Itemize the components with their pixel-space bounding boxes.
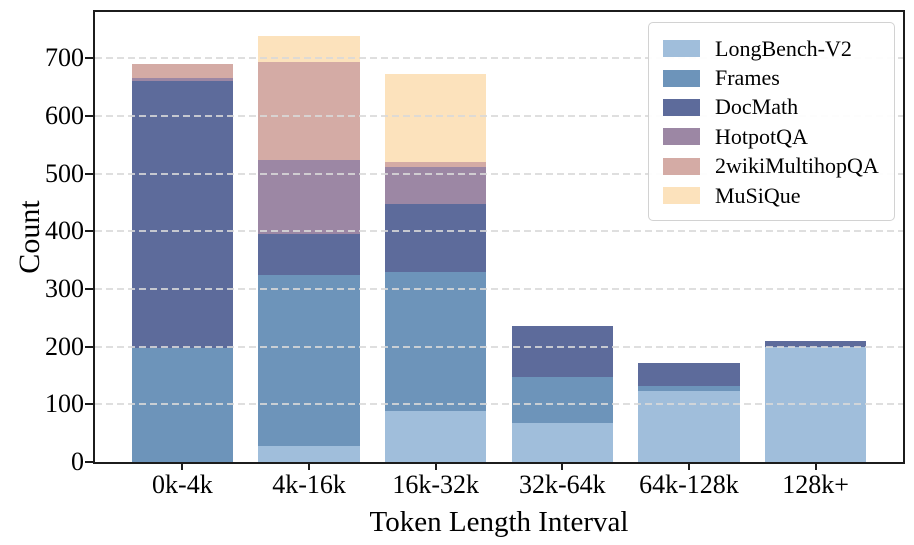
bar-segment-musique-16k-32k: [385, 74, 487, 162]
bar-segment-frames-16k-32k: [385, 271, 487, 412]
legend-label-docmath: DocMath: [715, 94, 799, 120]
x-tick-mark-32k-64k: [561, 462, 564, 470]
y-tick-mark-0: [85, 461, 93, 463]
y-tick-mark-500: [85, 172, 93, 175]
y-tick-mark-400: [85, 230, 93, 233]
x-tick-label-128k+: 128k+: [782, 470, 849, 499]
legend-item-musique: MuSiQue: [663, 181, 886, 210]
x-tick-label-64k-128k: 64k-128k: [639, 470, 739, 499]
x-tick-mark-0k-4k: [181, 462, 184, 470]
x-tick-mark-128k+: [814, 462, 817, 470]
legend-swatch-icon: [663, 128, 700, 146]
y-tick-label-400: 400: [45, 216, 84, 246]
x-tick-label-0k-4k: 0k-4k: [152, 470, 213, 499]
y-tick-mark-200: [85, 345, 93, 348]
bar-segment-2wikimultihopqa-16k-32k: [385, 162, 487, 168]
x-axis-title: Token Length Interval: [369, 506, 629, 538]
x-tick-label-16k-32k: 16k-32k: [392, 470, 479, 499]
bar-segment-frames-32k-64k: [511, 376, 613, 424]
legend-item-frames: Frames: [663, 63, 886, 92]
bar-segment-longbench-v2-16k-32k: [385, 411, 487, 462]
gridline-700: [95, 57, 903, 60]
y-tick-label-100: 100: [45, 389, 84, 419]
grid-layer: [95, 12, 903, 462]
y-tick-mark-600: [85, 114, 93, 117]
bar-segment-docmath-0k-4k: [131, 81, 234, 349]
bar-segment-longbench-v2-64k-128k: [638, 391, 740, 462]
legend-items: LongBench-V2 Frames DocMath HotpotQA 2wikiMu…: [663, 34, 886, 210]
bar-segment-frames-4k-16k: [258, 274, 360, 447]
legend: LongBench-V2 Frames DocMath HotpotQA 2wikiMu…: [648, 22, 895, 221]
y-tick-label-200: 200: [45, 331, 84, 361]
gridline-600: [95, 114, 903, 117]
legend-item-hotpotqa: HotpotQA: [663, 122, 886, 151]
bar-segment-docmath-64k-128k: [638, 362, 740, 386]
gridline-100: [95, 403, 903, 406]
legend-swatch-icon: [663, 98, 700, 116]
y-tick-label-0: 0: [71, 447, 84, 476]
y-tick-label-600: 600: [45, 100, 84, 130]
bar-segment-hotpotqa-4k-16k: [258, 160, 360, 234]
y-tick-mark-300: [85, 287, 93, 290]
legend-label-hotpotqa: HotpotQA: [715, 123, 808, 149]
bar-segment-docmath-32k-64k: [511, 326, 613, 377]
legend-label-longbench-v2: LongBench-V2: [715, 35, 852, 61]
gridline-400: [95, 230, 903, 233]
y-tick-label-300: 300: [45, 273, 84, 303]
x-tick-mark-64k-128k: [687, 462, 690, 470]
legend-swatch-icon: [663, 157, 700, 175]
legend-label-musique: MuSiQue: [715, 182, 801, 208]
bar-segment-docmath-16k-32k: [385, 203, 487, 272]
y-tick-label-500: 500: [45, 158, 84, 188]
legend-swatch-icon: [663, 69, 700, 87]
legend-item-docmath: DocMath: [663, 93, 886, 122]
bars-layer: [95, 12, 903, 462]
bar-segment-docmath-4k-16k: [258, 233, 360, 275]
bar-segment-longbench-v2-4k-16k: [258, 446, 360, 462]
y-tick-mark-100: [85, 403, 93, 406]
bar-segment-2wikimultihopqa-0k-4k: [131, 63, 234, 79]
y-tick-label-700: 700: [45, 43, 84, 73]
gridline-500: [95, 172, 903, 175]
legend-label-2wikimultihopqa: 2wikiMultihopQA: [715, 153, 879, 179]
bar-segment-longbench-v2-32k-64k: [511, 423, 613, 462]
legend-swatch-icon: [663, 40, 700, 58]
legend-item-2wikimultihopqa: 2wikiMultihopQA: [663, 152, 886, 181]
bar-segment-hotpotqa-0k-4k: [131, 78, 234, 82]
bar-segment-frames-64k-128k: [638, 385, 740, 392]
gridline-200: [95, 345, 903, 348]
bar-segment-2wikimultihopqa-4k-16k: [258, 62, 360, 161]
legend-item-longbench-v2: LongBench-V2: [663, 34, 886, 63]
legend-swatch-icon: [663, 187, 700, 205]
legend-label-frames: Frames: [715, 65, 780, 91]
bar-segment-docmath-128k+: [764, 340, 867, 347]
x-tick-label-4k-16k: 4k-16k: [272, 470, 346, 499]
x-tick-mark-4k-16k: [308, 462, 311, 470]
x-tick-mark-16k-32k: [434, 462, 437, 470]
y-tick-mark-700: [85, 57, 93, 60]
gridline-300: [95, 287, 903, 290]
x-tick-label-32k-64k: 32k-64k: [518, 470, 606, 499]
